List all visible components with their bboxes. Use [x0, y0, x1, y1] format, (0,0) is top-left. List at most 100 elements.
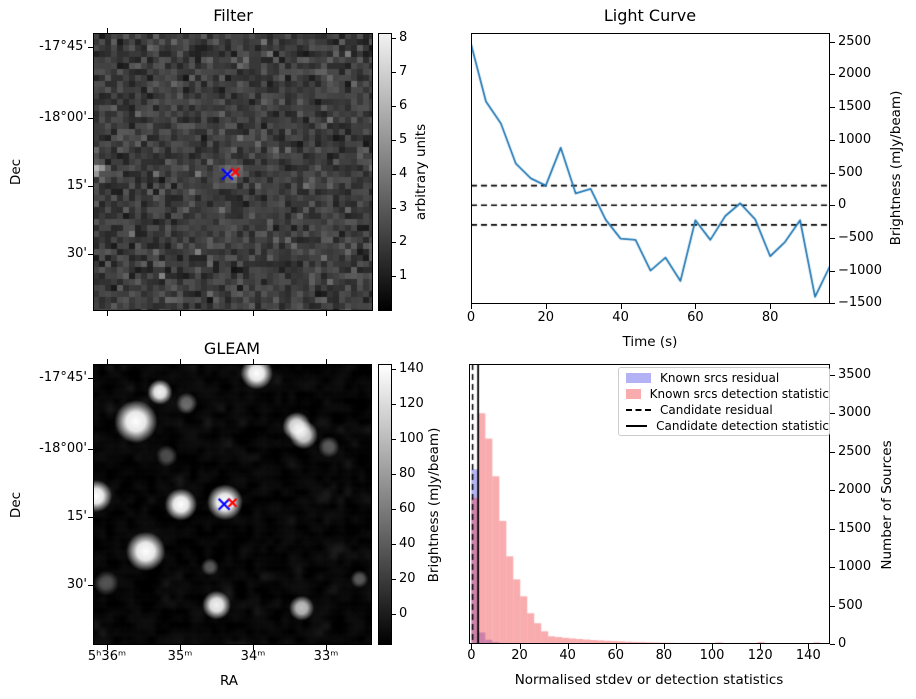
filter-cbar-tick	[392, 72, 396, 73]
histogram-ylabel: Number of Sources	[879, 440, 895, 570]
hist-ytick-label: 1000	[838, 559, 872, 575]
lc-ytick-label: −500	[838, 229, 874, 245]
filter-cbar-tick-label: 5	[399, 132, 408, 147]
lc-ytick-label: 0	[838, 197, 847, 213]
gleam-cbar-tick	[392, 509, 396, 510]
filter-cbar-tick	[392, 106, 396, 107]
hist-ytick	[830, 605, 835, 607]
filter-xtick-top	[180, 28, 181, 33]
gleam-ytick-label: -17°45'	[39, 370, 87, 385]
light-curve-title: Light Curve	[603, 6, 697, 25]
filter-cbar-tick	[392, 242, 396, 243]
hist-ytick	[830, 451, 835, 453]
gleam-ytick	[88, 517, 93, 518]
filter-cbar-tick	[392, 208, 396, 209]
hist-xtick-label: 60	[607, 648, 625, 663]
lc-ytick	[830, 41, 835, 43]
lc-ytick	[830, 107, 835, 109]
gleam-cbar-tick-label: 0	[399, 606, 408, 621]
lc-ytick-label: 500	[838, 164, 863, 180]
gleam-cbar-tick	[392, 474, 396, 475]
gleam-ytick	[88, 449, 93, 450]
histogram-legend: Known srcs residual Known srcs detection…	[618, 367, 830, 436]
hist-ytick	[830, 413, 835, 415]
gleam-xtick-top	[107, 359, 108, 364]
gleam-colorbar	[378, 364, 392, 645]
legend-label: Known srcs residual	[660, 370, 780, 385]
filter-ytick-label: -18°00'	[39, 110, 87, 125]
hist-xtick	[760, 644, 762, 649]
gleam-xtick-label: 35ᵐ	[167, 649, 193, 664]
lc-ytick-label: 1500	[838, 99, 872, 115]
filter-cbar-tick	[392, 38, 396, 39]
lc-ytick	[830, 74, 835, 76]
filter-ytick-label: -17°45'	[39, 39, 87, 54]
gleam-cbar-tick-label: 60	[399, 501, 416, 516]
lc-xtick	[471, 304, 472, 309]
filter-cbar-tick	[392, 140, 396, 141]
hist-xtick	[663, 644, 665, 649]
lc-ytick	[830, 270, 835, 272]
candidate-detection-line-swatch	[626, 424, 648, 427]
lc-ytick	[830, 303, 835, 305]
lc-xtick-label: 80	[761, 310, 779, 325]
filter-xtick-bottom	[107, 311, 108, 316]
hist-xtick-label: 40	[559, 648, 576, 663]
hist-xtick-label: 20	[511, 648, 528, 663]
gleam-cbar-tick	[392, 439, 396, 440]
candidate-residual-line-swatch	[626, 408, 651, 411]
filter-cbar-tick	[392, 276, 396, 277]
filter-cbar-tick-label: 1	[399, 268, 408, 283]
histogram-xlabel: Normalised stdev or detection statistics	[514, 672, 784, 688]
filter-ytick	[88, 47, 93, 48]
hist-xtick-label: 80	[655, 648, 673, 663]
gleam-title: GLEAM	[203, 339, 261, 358]
gleam-xtick-label: 5ʰ36ᵐ	[87, 649, 127, 664]
hist-xtick	[567, 644, 569, 649]
filter-xtick-bottom	[180, 311, 181, 316]
lc-ytick-label: 2000	[838, 66, 872, 82]
filter-ytick-label: 15'	[66, 178, 87, 193]
filter-cbar-tick-label: 6	[399, 98, 408, 113]
gleam-ytick	[88, 585, 93, 586]
hist-xtick-label: 140	[795, 648, 821, 663]
hist-ytick-label: 0	[838, 636, 847, 651]
hist-ytick-label: 2500	[838, 443, 872, 459]
legend-item-candidate-detection: Candidate detection statistic	[626, 418, 829, 433]
hist-ytick	[830, 374, 835, 376]
lc-xtick	[695, 304, 697, 309]
lc-xtick	[620, 304, 622, 309]
gleam-ytick-label: 30'	[66, 577, 87, 592]
gleam-xtick-bottom	[180, 645, 181, 650]
known-srcs-detection-swatch	[626, 388, 641, 399]
gleam-ytick-label: 15'	[66, 509, 87, 524]
hist-xtick-label: 100	[699, 648, 725, 663]
filter-cbar-tick-label: 8	[399, 30, 408, 45]
filter-ytick	[88, 186, 93, 187]
gleam-xtick-label: 33ᵐ	[313, 649, 339, 664]
hist-xtick-label: 120	[747, 648, 773, 663]
hist-ytick-label: 2000	[838, 482, 872, 498]
gleam-cbar-tick	[392, 614, 396, 615]
gleam-cbar-tick	[392, 579, 396, 580]
light-curve-xlabel: Time (s)	[622, 334, 678, 350]
hist-xtick	[519, 644, 521, 649]
hist-ytick	[830, 528, 835, 530]
lc-ytick-label: 1000	[838, 131, 872, 147]
filter-xtick-top	[107, 28, 108, 33]
hist-ytick-label: 3500	[838, 366, 872, 382]
legend-label: Candidate detection statistic	[656, 418, 829, 433]
filter-cbar-tick-label: 2	[399, 234, 408, 249]
filter-colorbar	[378, 33, 392, 311]
gleam-ytick-label: -18°00'	[39, 441, 87, 456]
filter-cbar-tick-label: 3	[399, 200, 408, 215]
gleam-cbar-tick-label: 20	[399, 571, 416, 586]
filter-ytick	[88, 118, 93, 119]
gleam-xtick-top	[253, 359, 254, 364]
filter-cbar-tick-label: 4	[399, 166, 408, 181]
filter-ytick	[88, 254, 93, 255]
filter-xtick-bottom	[326, 311, 327, 316]
gleam-xtick-bottom	[253, 645, 254, 650]
hist-ytick	[830, 490, 835, 492]
